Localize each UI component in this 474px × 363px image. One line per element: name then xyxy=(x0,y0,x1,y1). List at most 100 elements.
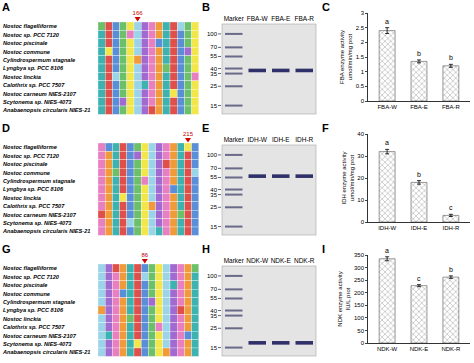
svg-text:D: D xyxy=(2,122,10,134)
svg-text:c: c xyxy=(449,204,453,211)
svg-text:Anabaenopsis circularis NIES-2: Anabaenopsis circularis NIES-21 xyxy=(2,107,90,113)
svg-text:Cylindrospermum stagnale: Cylindrospermum stagnale xyxy=(3,178,75,184)
svg-text:b: b xyxy=(417,50,421,57)
svg-text:Marker: Marker xyxy=(224,257,245,264)
svg-text:2.5: 2.5 xyxy=(356,25,365,31)
svg-text:Scytonema sp. NIES-4073: Scytonema sp. NIES-4073 xyxy=(3,220,72,226)
svg-text:Scytonema sp. NIES-4073: Scytonema sp. NIES-4073 xyxy=(3,99,72,105)
svg-text:FBA-R: FBA-R xyxy=(442,104,461,110)
svg-text:35: 35 xyxy=(210,192,217,198)
svg-text:IDH-R: IDH-R xyxy=(295,136,313,143)
svg-text:IDH-E: IDH-E xyxy=(272,136,290,143)
svg-text:Calothrix sp. PCC 7507: Calothrix sp. PCC 7507 xyxy=(3,324,65,330)
svg-text:F: F xyxy=(322,122,329,134)
svg-text:FBA-W: FBA-W xyxy=(247,15,269,22)
svg-text:100: 100 xyxy=(207,31,218,37)
svg-text:Nostoc carneum NIES-2107: Nostoc carneum NIES-2107 xyxy=(3,333,77,339)
svg-text:b: b xyxy=(449,54,453,61)
svg-text:Marker: Marker xyxy=(224,15,245,22)
svg-text:Nostoc sp. PCC 7120: Nostoc sp. PCC 7120 xyxy=(3,32,60,38)
svg-text:Calothrix sp. PCC 7507: Calothrix sp. PCC 7507 xyxy=(3,203,65,209)
svg-text:1.5: 1.5 xyxy=(356,54,365,60)
svg-text:Nostoc piscinale: Nostoc piscinale xyxy=(3,40,47,46)
svg-text:FBA-W: FBA-W xyxy=(377,104,397,110)
svg-text:350: 350 xyxy=(354,252,365,258)
svg-text:Nostoc piscinale: Nostoc piscinale xyxy=(3,282,47,288)
svg-text:Nostoc linckia: Nostoc linckia xyxy=(3,74,41,80)
svg-text:300: 300 xyxy=(354,265,365,271)
svg-text:25: 25 xyxy=(210,83,217,89)
svg-text:100: 100 xyxy=(207,152,218,158)
svg-text:70: 70 xyxy=(210,44,217,50)
svg-text:NDK-R: NDK-R xyxy=(294,257,315,264)
svg-text:86: 86 xyxy=(141,252,148,258)
svg-text:15: 15 xyxy=(210,224,217,230)
svg-text:FBA-R: FBA-R xyxy=(295,15,315,22)
svg-text:NDK-E: NDK-E xyxy=(271,257,292,264)
svg-text:NDK-E: NDK-E xyxy=(410,346,429,352)
svg-text:Calothrix sp. PCC 7507: Calothrix sp. PCC 7507 xyxy=(3,82,65,88)
svg-text:Nostoc piscinale: Nostoc piscinale xyxy=(3,161,47,167)
svg-text:A: A xyxy=(2,1,10,13)
svg-text:2: 2 xyxy=(361,39,365,45)
svg-text:b: b xyxy=(417,171,421,178)
svg-text:Lyngbya sp. PCC 8106: Lyngbya sp. PCC 8106 xyxy=(3,65,64,71)
svg-text:a: a xyxy=(385,18,389,25)
svg-text:Lyngbya sp. PCC 8106: Lyngbya sp. PCC 8106 xyxy=(3,307,64,313)
svg-text:166: 166 xyxy=(133,10,144,16)
svg-text:Marker: Marker xyxy=(224,136,245,143)
svg-text:Lyngbya sp. PCC 8106: Lyngbya sp. PCC 8106 xyxy=(3,186,64,192)
svg-text:25: 25 xyxy=(210,204,217,210)
svg-text:a: a xyxy=(385,139,389,146)
svg-text:0: 0 xyxy=(361,219,365,225)
svg-text:55: 55 xyxy=(210,174,217,180)
svg-text:b: b xyxy=(449,266,453,273)
svg-text:Anabaenopsis circularis NIES-2: Anabaenopsis circularis NIES-21 xyxy=(2,228,90,234)
svg-text:Nostoc commune: Nostoc commune xyxy=(3,291,50,297)
svg-text:NDK-W: NDK-W xyxy=(246,257,269,264)
svg-text:0: 0 xyxy=(361,340,365,346)
svg-text:NDK-R: NDK-R xyxy=(441,346,461,352)
svg-text:Nostoc carneum NIES-2107: Nostoc carneum NIES-2107 xyxy=(3,91,77,97)
svg-text:10: 10 xyxy=(357,197,364,203)
svg-text:100: 100 xyxy=(354,315,365,321)
svg-text:1: 1 xyxy=(361,69,365,75)
svg-text:Nostoc flagelliforme: Nostoc flagelliforme xyxy=(3,144,57,150)
svg-text:Scytonema sp. NIES-4073: Scytonema sp. NIES-4073 xyxy=(3,341,72,347)
svg-text:25: 25 xyxy=(210,325,217,331)
svg-text:C: C xyxy=(322,1,330,13)
svg-text:Nostoc flagelliforme: Nostoc flagelliforme xyxy=(3,23,57,29)
svg-text:IDH-W: IDH-W xyxy=(378,225,396,231)
svg-text:Nostoc commune: Nostoc commune xyxy=(3,170,50,176)
svg-text:FBA-E: FBA-E xyxy=(271,15,291,22)
svg-text:FBA-E: FBA-E xyxy=(410,104,428,110)
svg-text:3: 3 xyxy=(361,10,365,16)
svg-text:200: 200 xyxy=(354,290,365,296)
svg-text:Anabaenopsis circularis NIES-2: Anabaenopsis circularis NIES-21 xyxy=(2,349,90,355)
svg-text:Nostoc commune: Nostoc commune xyxy=(3,49,50,55)
svg-text:20: 20 xyxy=(357,175,364,181)
svg-text:G: G xyxy=(2,243,11,255)
svg-text:Nostoc linckia: Nostoc linckia xyxy=(3,316,41,322)
svg-text:IDH enzyme activityumol/min/mg: IDH enzyme activityumol/min/mg prot xyxy=(341,151,355,204)
svg-text:100: 100 xyxy=(207,273,218,279)
svg-text:Nostoc flagelliforme: Nostoc flagelliforme xyxy=(3,265,57,271)
svg-text:FBA enzyme activityumol/min/mg: FBA enzyme activityumol/min/mg prot xyxy=(339,30,353,84)
svg-text:35: 35 xyxy=(210,71,217,77)
svg-text:35: 35 xyxy=(210,313,217,319)
svg-text:H: H xyxy=(202,243,210,255)
svg-text:Nostoc sp. PCC 7120: Nostoc sp. PCC 7120 xyxy=(3,153,60,159)
svg-text:Nostoc sp. PCC 7120: Nostoc sp. PCC 7120 xyxy=(3,274,60,280)
svg-text:250: 250 xyxy=(354,277,365,283)
svg-text:15: 15 xyxy=(210,103,217,109)
svg-text:Cylindrospermum stagnale: Cylindrospermum stagnale xyxy=(3,57,75,63)
svg-text:55: 55 xyxy=(210,53,217,59)
svg-text:70: 70 xyxy=(210,286,217,292)
svg-text:IDH-E: IDH-E xyxy=(411,225,427,231)
svg-text:Cylindrospermum stagnale: Cylindrospermum stagnale xyxy=(3,299,75,305)
svg-text:30: 30 xyxy=(357,153,364,159)
svg-text:50: 50 xyxy=(357,328,364,334)
svg-text:0: 0 xyxy=(361,98,365,104)
svg-text:IDH-R: IDH-R xyxy=(443,225,460,231)
svg-text:a: a xyxy=(385,247,389,254)
